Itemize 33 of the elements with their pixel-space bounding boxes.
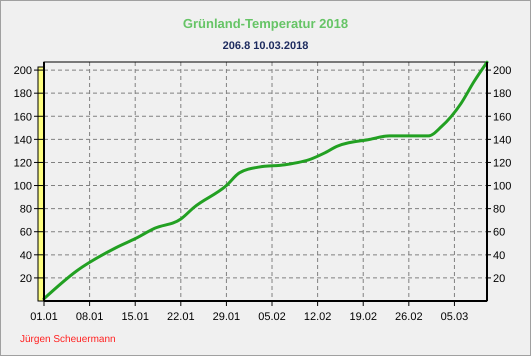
y-tick-label: 60 bbox=[20, 226, 32, 239]
x-tick-label: 26.02 bbox=[395, 311, 423, 323]
y-tick-label: 40 bbox=[20, 250, 32, 262]
y-tick-label: 200 bbox=[14, 65, 32, 78]
y2-tick-label: 200 bbox=[493, 65, 512, 78]
y-tick-label: 20 bbox=[20, 272, 32, 285]
y2-tick-label: 20 bbox=[493, 272, 506, 285]
y-tick-label: 120 bbox=[14, 157, 32, 170]
y-tick-label: 100 bbox=[14, 180, 32, 193]
text: Jürgen Scheuermann bbox=[20, 334, 116, 345]
y2-tick-label: 180 bbox=[493, 88, 512, 100]
x-tick-label: 22.01 bbox=[167, 311, 195, 323]
x-tick-label: 05.02 bbox=[258, 311, 286, 323]
x-tick-label: 05.03 bbox=[440, 311, 468, 323]
x-tick-label: 01.01 bbox=[30, 311, 58, 323]
y2-tick-label: 100 bbox=[493, 180, 512, 193]
chart-title: Grünland-Temperatur 2018 bbox=[182, 16, 348, 31]
y-tick-label: 140 bbox=[14, 134, 32, 146]
y-tick-label: 160 bbox=[14, 111, 32, 124]
x-tick-label: 29.01 bbox=[212, 311, 240, 323]
y-tick-label: 80 bbox=[20, 204, 32, 216]
y2-tick-label: 140 bbox=[493, 134, 512, 146]
x-tick-label: 12.02 bbox=[304, 311, 332, 323]
x-tick-label: 08.01 bbox=[76, 311, 104, 323]
y2-tick-label: 120 bbox=[493, 157, 512, 170]
y-tick-label: 180 bbox=[14, 88, 32, 100]
x-tick-label: 19.02 bbox=[349, 311, 377, 323]
y2-tick-label: 60 bbox=[493, 226, 506, 239]
x-tick-label: 15.01 bbox=[121, 311, 149, 323]
chart-subtitle: 206.8 10.03.2018 bbox=[222, 40, 308, 52]
y2-tick-label: 40 bbox=[493, 250, 506, 262]
y2-tick-label: 80 bbox=[493, 204, 506, 216]
y2-tick-label: 160 bbox=[493, 111, 512, 124]
